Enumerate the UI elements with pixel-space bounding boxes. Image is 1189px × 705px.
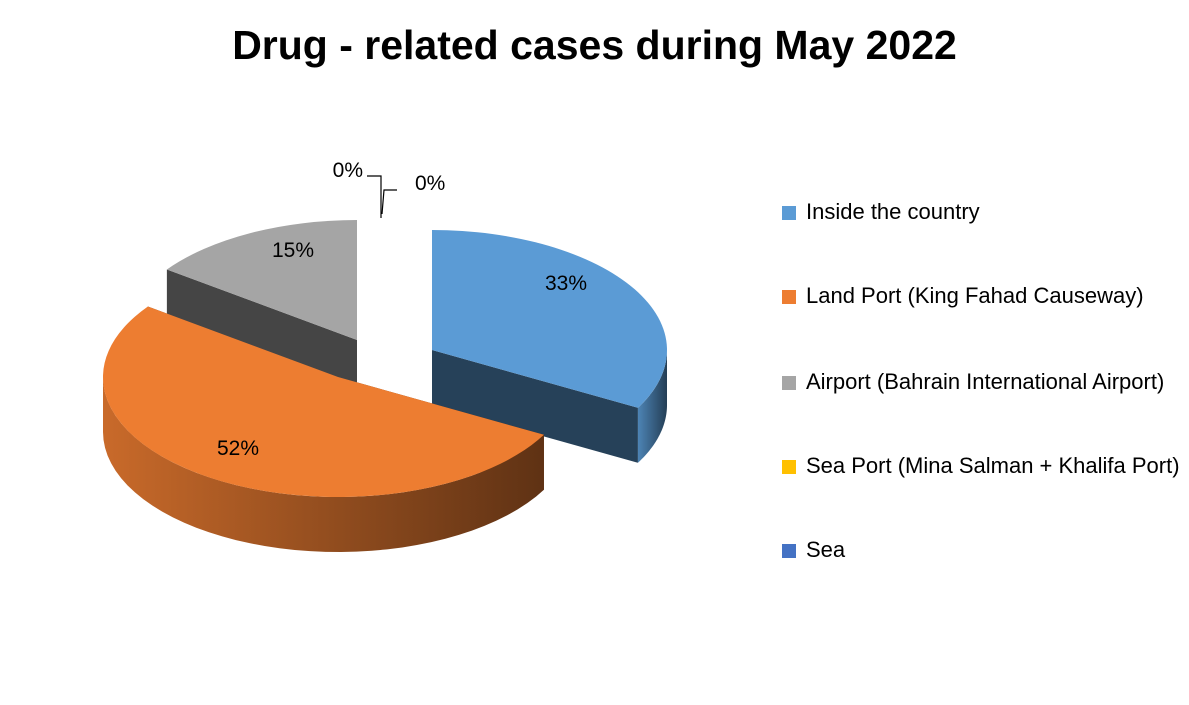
legend-label: Sea	[806, 537, 846, 562]
leader-line	[367, 175, 382, 218]
legend-swatch	[782, 460, 796, 474]
legend-swatch	[782, 376, 796, 390]
legend-swatch	[782, 206, 796, 220]
data-label: 0%	[333, 159, 363, 182]
data-label: 0%	[415, 172, 445, 195]
legend-item: Land Port (King Fahad Causeway)	[782, 280, 1144, 312]
legend-item: Sea Port (Mina Salman + Khalifa Port)	[782, 450, 1180, 482]
leader-line	[381, 189, 397, 215]
legend-swatch	[782, 290, 796, 304]
legend-label: Airport (Bahrain International Airport)	[806, 369, 1165, 394]
legend-label: Land Port (King Fahad Causeway)	[806, 283, 1144, 308]
pie-slice-2	[166, 220, 357, 340]
legend-label: Inside the country	[806, 199, 980, 224]
pie-slice-0	[432, 230, 667, 408]
slice-outer-wall	[103, 377, 544, 552]
legend-swatch	[782, 544, 796, 558]
legend-item: Sea	[782, 534, 845, 566]
legend-label: Sea Port (Mina Salman + Khalifa Port)	[806, 453, 1180, 478]
pie-slice-1	[103, 306, 544, 497]
data-label: 33%	[545, 272, 587, 295]
slice-side-face	[166, 269, 357, 395]
legend-item: Airport (Bahrain International Airport)	[782, 366, 1164, 398]
slice-side-face	[432, 350, 638, 463]
slice-outer-wall	[637, 350, 667, 463]
data-label: 15%	[272, 239, 314, 262]
legend-item: Inside the country	[782, 196, 980, 228]
chart-title: Drug - related cases during May 2022	[232, 22, 957, 68]
data-label: 52%	[217, 437, 259, 460]
